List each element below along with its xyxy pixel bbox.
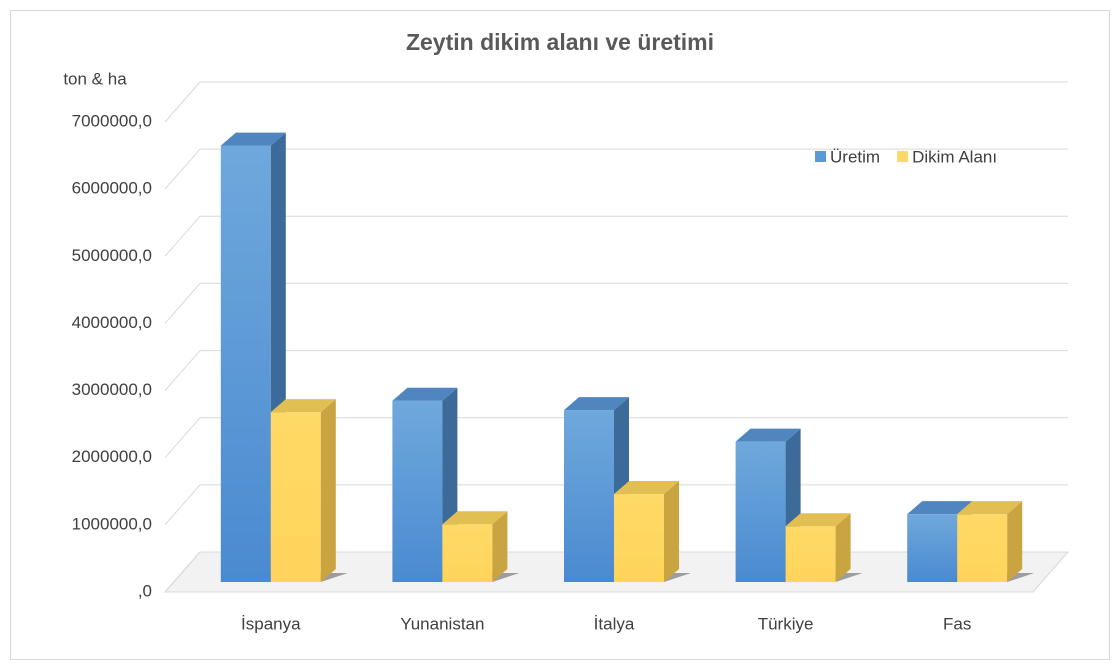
bar [392, 400, 443, 582]
grid-line [164, 215, 201, 257]
bar [907, 514, 958, 582]
grid-line [164, 484, 201, 526]
bar-top [614, 481, 679, 495]
bar-top [907, 501, 973, 515]
legend-label: Dikim Alanı [912, 147, 997, 166]
bar-side [664, 481, 679, 582]
chart-title: Zeytin dikim alanı ve üretimi [406, 29, 714, 55]
bar-top [220, 132, 286, 146]
y-axis-label: ton & ha [63, 69, 127, 88]
x-tick-label: İspanya [241, 614, 301, 633]
bar [957, 514, 1008, 582]
grid-line [164, 81, 201, 123]
y-tick-label: 2000000,0 [72, 447, 152, 466]
bar [442, 524, 493, 582]
legend-swatch [815, 151, 826, 162]
x-tick-label: Fas [943, 614, 971, 633]
y-tick-label: 6000000,0 [72, 179, 152, 198]
legend-label: Üretim [830, 147, 880, 166]
grid-line [164, 283, 201, 324]
bar-side [835, 513, 851, 582]
bar-top [735, 428, 801, 442]
grid-line [164, 148, 201, 190]
grid-line [164, 551, 201, 593]
x-tick-label: Yunanistan [400, 614, 484, 633]
bar [735, 441, 786, 582]
legend-swatch [897, 151, 909, 162]
bar-top [270, 399, 336, 413]
grid-line [164, 417, 201, 459]
y-tick-label: ,0 [138, 581, 152, 600]
bar-side [320, 399, 336, 582]
bar-top [564, 397, 629, 411]
bar [270, 412, 321, 582]
y-tick-label: 1000000,0 [72, 514, 152, 533]
y-tick-label: 3000000,0 [72, 380, 152, 399]
y-tick-label: 4000000,0 [72, 313, 152, 332]
bar-top [392, 387, 458, 401]
bar [220, 145, 271, 583]
y-tick-label: 7000000,0 [72, 111, 152, 130]
bar-side [1007, 501, 1023, 582]
bar-top [957, 501, 1023, 515]
bar-side [492, 511, 508, 582]
bar [564, 410, 614, 582]
x-tick-label: Türkiye [758, 614, 814, 633]
bar-top [442, 511, 508, 525]
y-tick-label: 5000000,0 [72, 246, 152, 265]
x-tick-label: İtalya [594, 614, 635, 633]
bar [785, 526, 836, 582]
grid-line [164, 350, 201, 391]
bar-top [785, 513, 851, 527]
bar [614, 494, 664, 582]
